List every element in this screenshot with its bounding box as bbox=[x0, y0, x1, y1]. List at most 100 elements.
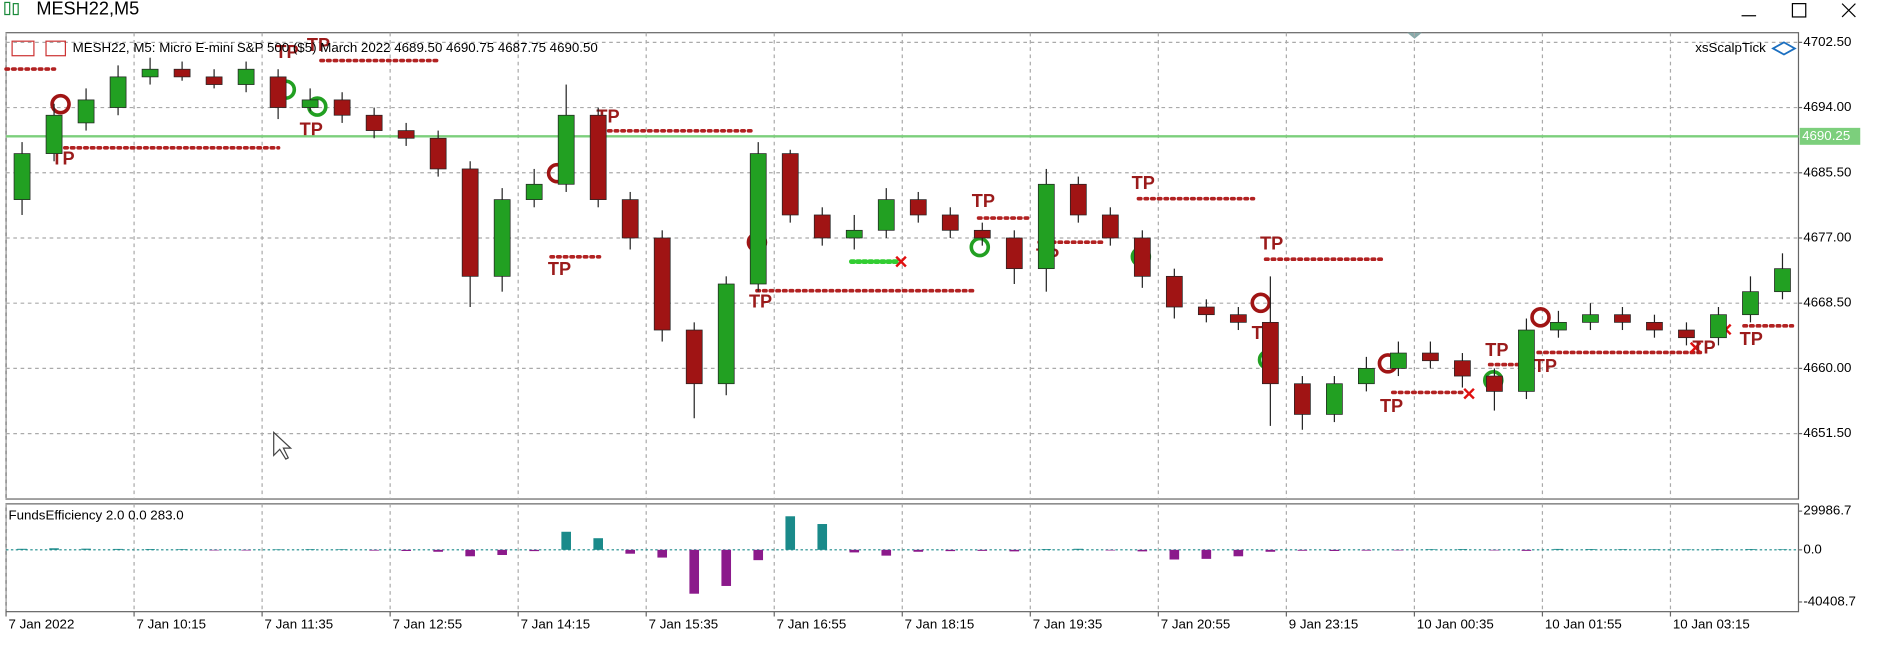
candle-body bbox=[1646, 321, 1663, 331]
tp-label: TP bbox=[1692, 338, 1715, 358]
candle-body bbox=[1486, 375, 1503, 392]
indicator-bar bbox=[785, 516, 796, 550]
indicator-bar bbox=[1713, 549, 1724, 550]
candle-body bbox=[525, 183, 543, 200]
candle-body bbox=[77, 99, 95, 124]
indicator-bar bbox=[1393, 549, 1404, 551]
candle-body bbox=[1261, 321, 1279, 385]
candle-body bbox=[109, 76, 127, 108]
indicator-bar bbox=[1041, 549, 1052, 550]
tp-label: TP bbox=[1132, 173, 1155, 193]
indicator-bar bbox=[977, 549, 988, 551]
candle-body bbox=[1582, 314, 1599, 323]
exit-marker bbox=[1463, 387, 1475, 400]
x-tick-label: 7 Jan 12:55 bbox=[393, 617, 463, 632]
indicator-bar bbox=[241, 549, 251, 551]
candle-body bbox=[13, 153, 31, 200]
tp-label: TP bbox=[300, 120, 323, 140]
price-label-box bbox=[1799, 127, 1861, 145]
indicator-bar bbox=[1457, 549, 1468, 550]
chart-icon[interactable] bbox=[45, 40, 67, 57]
indicator-bar bbox=[369, 549, 379, 551]
candle-body bbox=[621, 199, 639, 239]
candle-body bbox=[653, 237, 671, 331]
y-tick-label: 4694.00 bbox=[1803, 99, 1851, 114]
y-tick-label: 4660.00 bbox=[1803, 360, 1851, 375]
candle-body bbox=[1710, 314, 1727, 339]
candle-body bbox=[1614, 314, 1631, 323]
candle-body bbox=[269, 76, 287, 108]
close-button[interactable] bbox=[1841, 3, 1856, 18]
candle-body bbox=[1358, 368, 1375, 385]
indicator-bar bbox=[113, 548, 123, 550]
y-tick-label: 4677.00 bbox=[1803, 229, 1851, 244]
candle-body bbox=[1518, 329, 1535, 392]
indicator-bar bbox=[497, 549, 507, 555]
indicator-bar bbox=[689, 549, 700, 594]
x-tick-label: 7 Jan 16:55 bbox=[777, 617, 847, 632]
x-tick-label: 7 Jan 20:55 bbox=[1161, 617, 1231, 632]
candle-body bbox=[365, 114, 383, 131]
signal-marker bbox=[1250, 292, 1272, 314]
indicator-bar bbox=[753, 549, 764, 561]
indicator-bar bbox=[561, 531, 571, 550]
candle-body bbox=[205, 76, 223, 85]
candle-body bbox=[685, 329, 703, 385]
tp-label: TP bbox=[548, 259, 571, 279]
indicator-bar bbox=[305, 549, 315, 550]
indicator-bar bbox=[1137, 549, 1148, 552]
chart-header: MESH22, M5: Micro E-mini S&P 500 ($5) Ma… bbox=[73, 40, 598, 55]
candle-body bbox=[301, 99, 319, 108]
indicator-bar bbox=[657, 549, 668, 558]
candle-body bbox=[1390, 352, 1407, 369]
y-tick-label: -40408.7 bbox=[1803, 593, 1856, 608]
tp-label: TP bbox=[1534, 356, 1557, 376]
candle-body bbox=[333, 99, 351, 116]
x-tick-label: 7 Jan 19:35 bbox=[1033, 617, 1103, 632]
x-tick-label: 7 Jan 18:15 bbox=[905, 617, 975, 632]
candle-body bbox=[45, 114, 63, 154]
x-tick-label: 7 Jan 11:35 bbox=[265, 617, 334, 632]
x-tick-label: 7 Jan 15:35 bbox=[649, 617, 719, 632]
candle-body bbox=[1454, 360, 1471, 377]
indicator-bar bbox=[913, 549, 924, 552]
y-tick-label: 4702.50 bbox=[1803, 34, 1851, 49]
indicator-bar bbox=[1681, 549, 1692, 551]
indicator-bar bbox=[945, 549, 956, 552]
menu-icon[interactable] bbox=[11, 40, 35, 57]
indicator-bar bbox=[881, 549, 892, 556]
candle-body bbox=[1069, 183, 1087, 216]
candle-body bbox=[1165, 275, 1183, 308]
indicator-bar bbox=[529, 549, 539, 552]
y-tick-label: 4651.50 bbox=[1803, 425, 1851, 440]
candle-body bbox=[557, 114, 575, 185]
indicator-bar bbox=[209, 549, 219, 551]
window-title: MESH22,M5 bbox=[36, 0, 139, 18]
candle-body bbox=[173, 68, 191, 78]
app-icon bbox=[4, 1, 11, 16]
candle-body bbox=[237, 68, 255, 85]
x-tick-label: 10 Jan 00:35 bbox=[1417, 617, 1494, 632]
indicator-bar bbox=[1169, 549, 1180, 560]
indicator-bar bbox=[1777, 549, 1788, 550]
y-tick-label: 0.0 bbox=[1803, 541, 1822, 556]
indicator-bar bbox=[1265, 549, 1276, 552]
indicator-icon[interactable] bbox=[1771, 41, 1797, 56]
maximize-button[interactable] bbox=[1791, 3, 1807, 18]
indicator-bar bbox=[1489, 549, 1500, 551]
grid: 4702.50 4694.00 4685.50 4677.00 4668.50 4660.… bbox=[5, 32, 1856, 632]
candle-body bbox=[813, 214, 831, 239]
app-icon bbox=[12, 3, 19, 16]
candle-body bbox=[845, 229, 863, 239]
indicator-bar bbox=[1073, 548, 1084, 550]
indicator-bar bbox=[401, 549, 411, 551]
indicator-bar bbox=[1233, 549, 1244, 557]
x-tick-label: 7 Jan 14:15 bbox=[521, 617, 591, 632]
indicator-bar bbox=[17, 548, 27, 550]
indicator-bar bbox=[1649, 549, 1660, 550]
indicator-bar bbox=[625, 549, 636, 554]
candle-body bbox=[1550, 321, 1567, 331]
candle-body bbox=[429, 137, 447, 170]
tp-label: TP bbox=[1260, 233, 1283, 253]
